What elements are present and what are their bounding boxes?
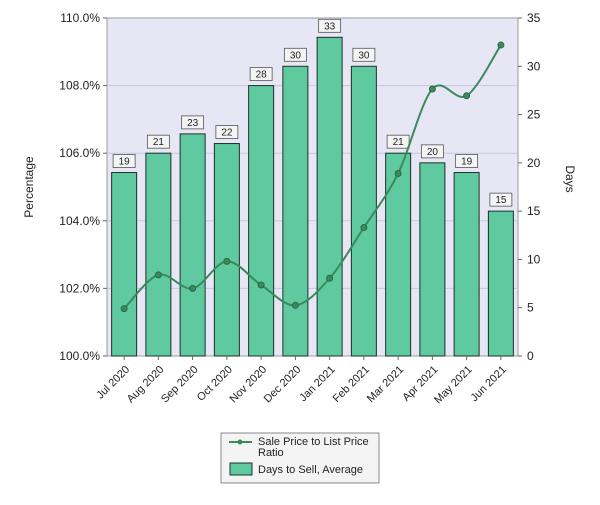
bar [316,36,343,357]
y-left-tick-label: 104.0% [59,214,100,228]
bar [179,133,206,357]
ratio-point [463,92,471,100]
y-left-tick-label: 100.0% [59,349,100,363]
bar [419,162,446,357]
bar-value-label: 21 [393,137,405,148]
ratio-point [497,41,505,49]
line-series [120,41,505,313]
y-left-tick-label: 108.0% [59,79,100,93]
bar-value-label: 28 [256,70,268,81]
ratio-point [326,274,334,282]
legend-line-label: Sale Price to List Price Ratio [258,436,372,459]
bar [145,152,172,357]
bar-value-label-box [112,154,136,168]
bar-value-label-box [455,154,479,168]
bar-value-label-box [181,115,205,130]
x-tick-label: Jun 2021 [469,364,509,404]
bar-value-label-box [318,18,342,33]
bar [111,172,138,357]
legend-line-marker [237,439,243,445]
y-right-tick-label: 35 [527,11,541,25]
ratio-point [223,257,231,265]
bar-value-label: 30 [290,50,302,61]
bar-value-label: 19 [461,157,473,168]
bar-value-label-box [215,125,239,139]
bar-value-label: 33 [324,21,336,32]
x-tick-label: May 2021 [432,364,475,407]
bar-value-label: 20 [427,147,439,158]
y-right-tick-label: 15 [527,204,541,218]
bar-value-label-box [283,47,307,62]
bar [487,210,514,357]
ratio-point [189,284,197,292]
y-left-tick-label: 106.0% [59,146,100,160]
y-left-tick-label: 110.0% [60,11,100,25]
y-right-tick-label: 0 [527,349,534,363]
bar-value-label: 30 [358,50,370,61]
legend: Sale Price to List Price Ratio Days to S… [220,432,380,484]
ratio-point [120,305,128,313]
x-tick-label: Dec 2020 [262,364,304,406]
bar-value-label-box [386,134,410,149]
bar-value-label-box [420,144,444,159]
gridlines [107,85,518,289]
ratio-point [291,301,299,309]
bar-value-label-box [489,192,513,207]
bar-value-label: 23 [187,118,199,129]
bar [282,65,309,357]
legend-bar-swatch [229,462,253,476]
ratio-point [257,281,265,289]
bar-value-label-box [352,47,376,62]
bar-value-label-box [146,134,170,149]
x-tick-label: Sep 2020 [159,364,201,406]
y-right-tick-label: 20 [527,156,541,170]
legend-bar-label: Days to Sell, Average [258,464,363,476]
bar [385,152,412,357]
y-right-tick-label: 5 [527,301,534,315]
ratio-point [360,224,368,232]
bar-value-label-box [249,67,273,81]
bar-value-label: 15 [495,195,507,206]
bar [213,143,240,357]
y-right-tick-label: 25 [527,108,541,122]
ratio-point [394,169,402,177]
bar-value-label: 19 [119,157,131,168]
bar-value-label: 21 [153,137,165,148]
bar-series: 19 21 23 22 28 30 33 30 21 20 19 15 [111,18,514,357]
y-right-tick-label: 10 [527,252,541,266]
x-tick-label: Mar 2021 [365,364,406,405]
bar-value-label: 22 [221,128,233,139]
bar [453,172,480,357]
y-axis-right-label: Days [563,165,577,192]
bar [248,85,275,357]
bar [350,65,377,357]
y-axis-left-label: Percentage [22,156,36,218]
ratio-point [428,85,436,93]
y-right-tick-label: 30 [527,59,541,73]
plot-area [106,17,519,357]
ratio-point [154,271,162,279]
y-left-tick-label: 102.0% [59,281,100,295]
